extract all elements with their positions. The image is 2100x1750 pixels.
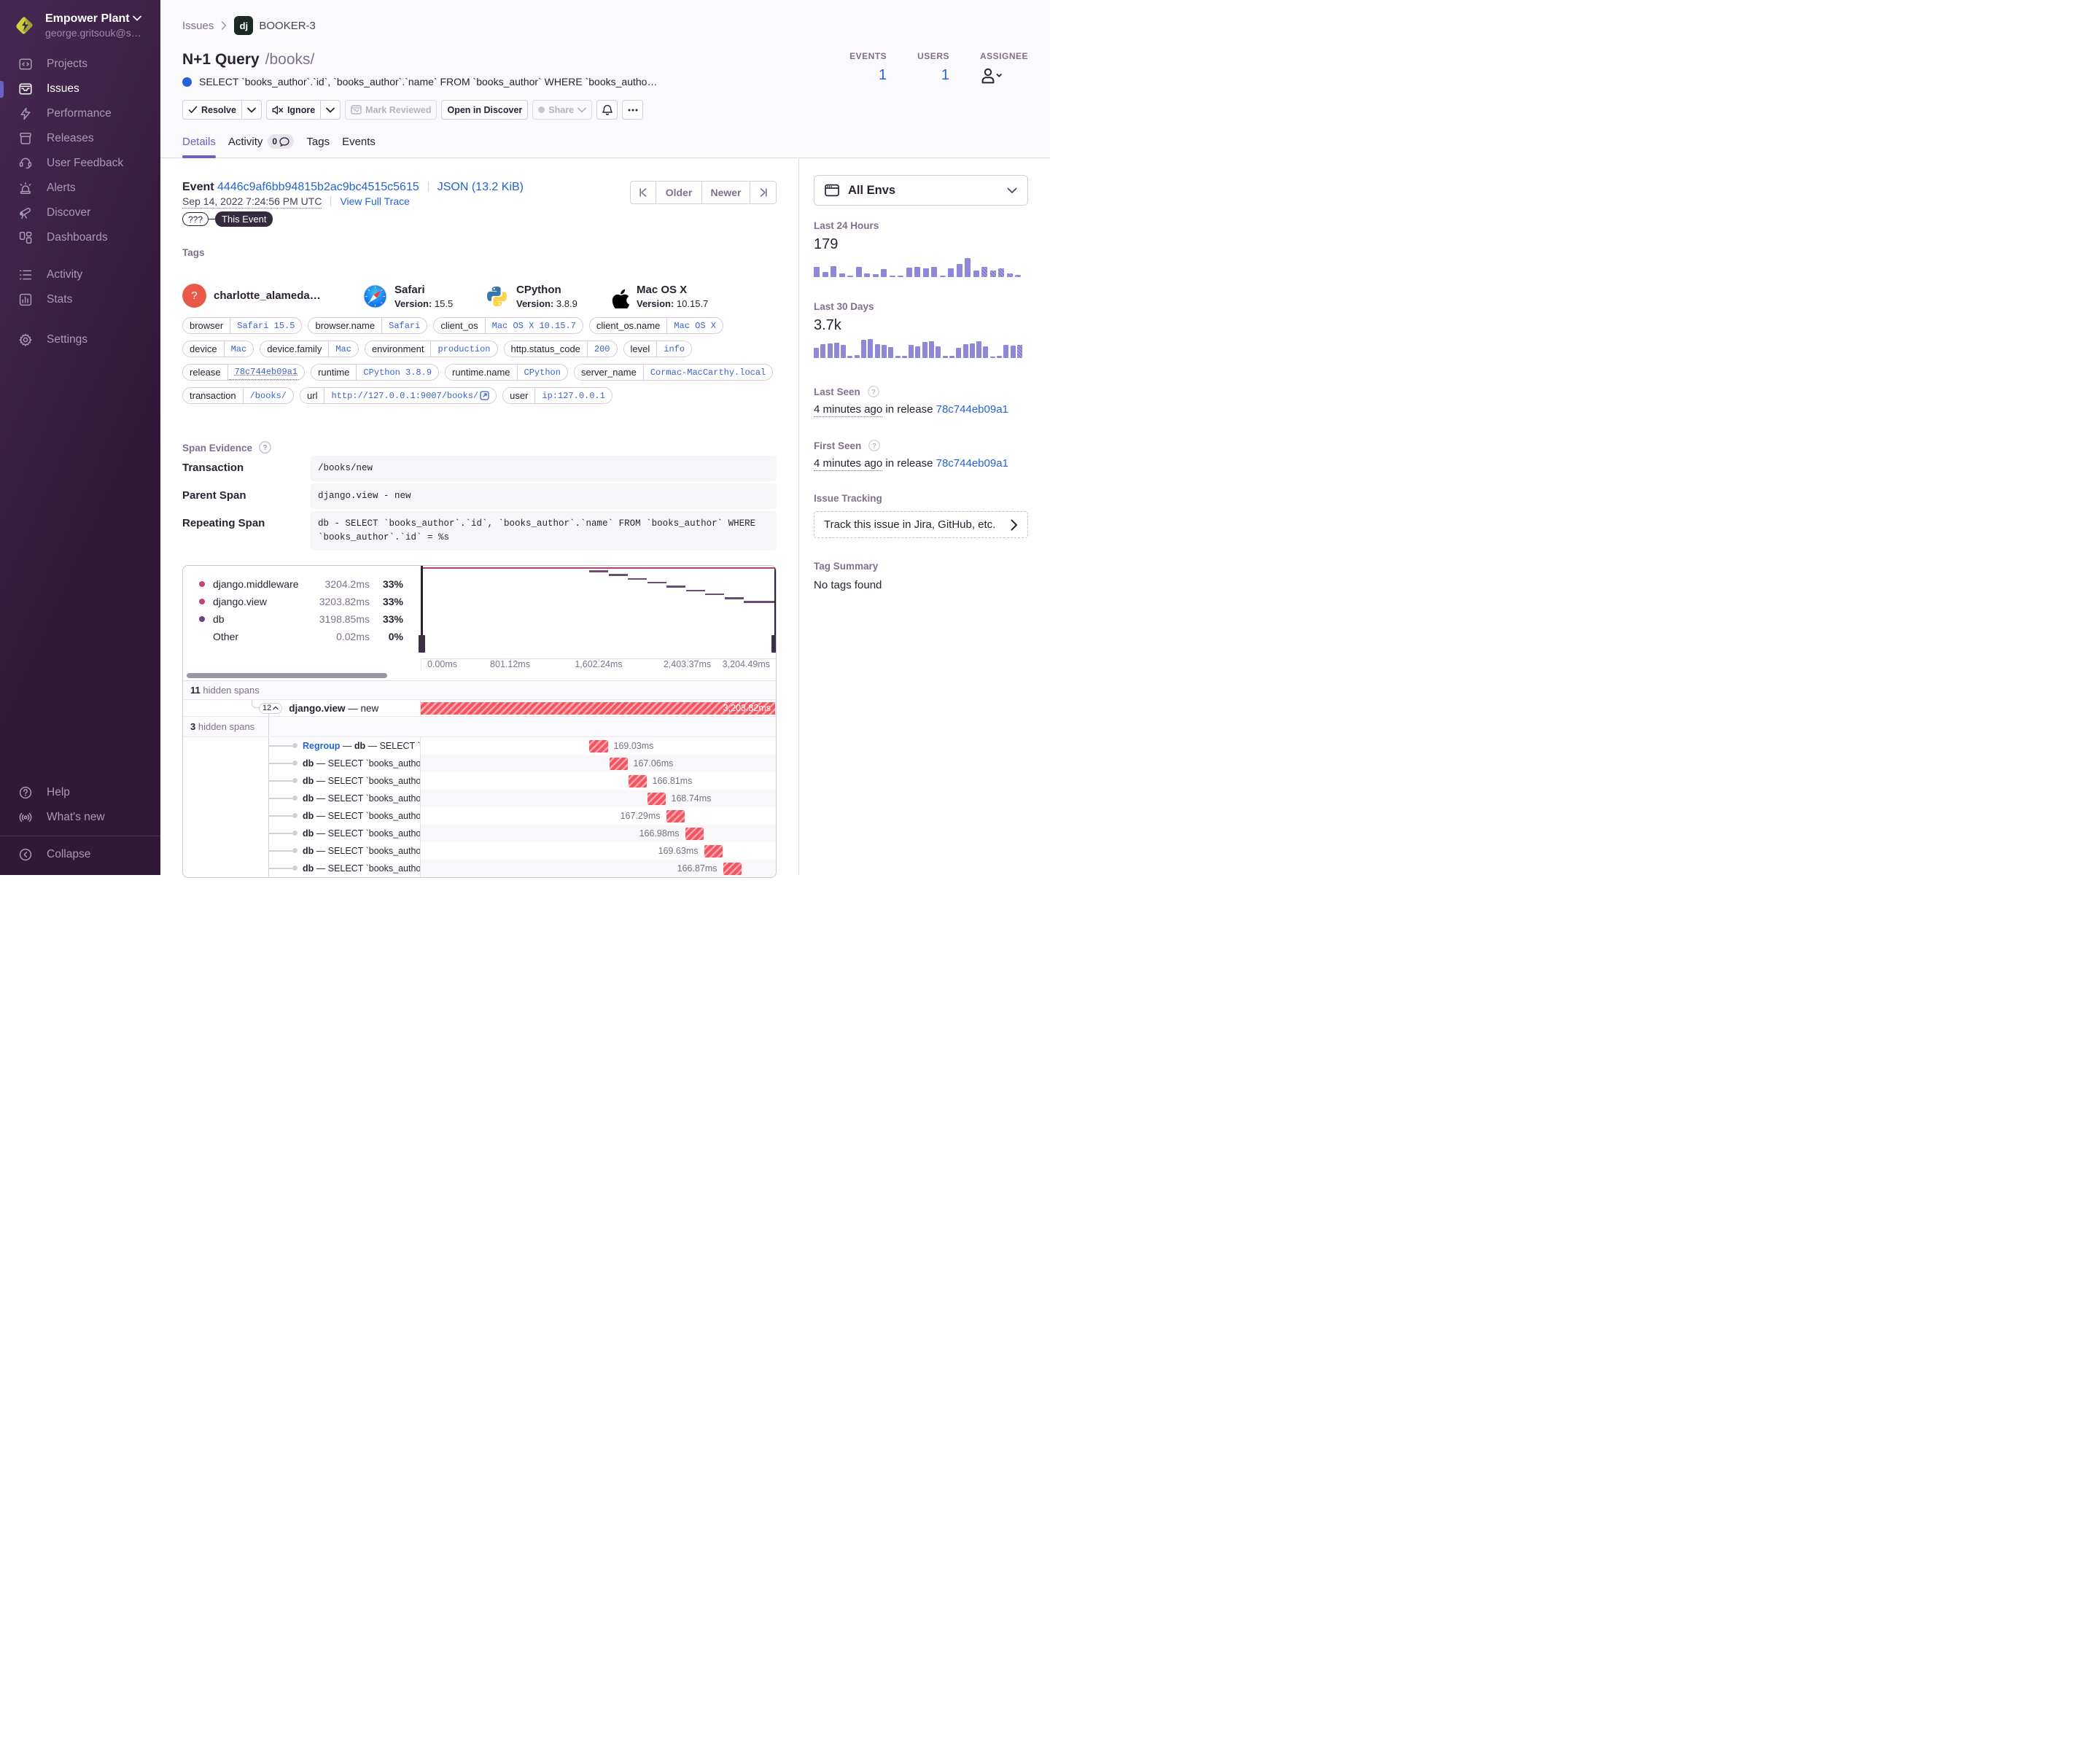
svg-text:?: ? [871,387,876,395]
svg-text:?: ? [872,441,876,449]
svg-text:?: ? [262,444,267,452]
